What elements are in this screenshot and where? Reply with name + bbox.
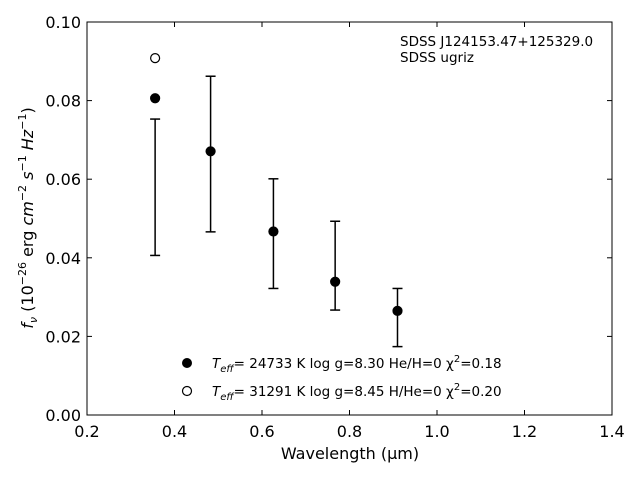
x-axis-label: Wavelength (μm) [281, 444, 419, 463]
model-point-filled [205, 146, 216, 157]
y-axis-ticks: 0.00 0.02 0.04 0.06 0.08 0.10 [45, 13, 612, 425]
x-tick-label: 1.4 [599, 422, 624, 441]
legend-marker-filled [182, 358, 192, 368]
legend: Teff= 24733 K log g=8.30 He/H=0 χ2=0.18 … [181, 354, 502, 403]
x-tick-label: 0.6 [249, 422, 274, 441]
x-tick-label: 0.8 [337, 422, 362, 441]
y-axis-label: fν (10−26 erg cm−2 s−1 Hz−1) [16, 107, 40, 328]
legend-marker-open [181, 385, 193, 397]
survey-annotation: SDSS ugriz [400, 50, 474, 66]
x-axis-ticks: 0.2 0.4 0.6 0.8 1.0 1.2 1.4 [74, 22, 625, 441]
plot-area [86, 21, 613, 416]
x-tick-label: 1.0 [424, 422, 449, 441]
x-tick-label: 0.2 [74, 422, 99, 441]
model-point-filled [268, 226, 279, 237]
y-tick-label: 0.02 [45, 327, 81, 346]
legend-entry-1: Teff= 24733 K log g=8.30 He/H=0 χ2=0.18 [212, 354, 502, 375]
svg-text:fν (10−26 erg cm−2 s−1 Hz−1): fν (10−26 erg cm−2 s−1 Hz−1) [16, 107, 40, 328]
object-name-annotation: SDSS J124153.47+125329.0 [400, 34, 593, 50]
model-point-filled [150, 93, 161, 104]
y-tick-label: 0.10 [45, 13, 81, 32]
data-points [150, 53, 403, 316]
model-point-open [150, 53, 161, 64]
x-tick-label: 1.2 [512, 422, 537, 441]
legend-entry-2: Teff= 31291 K log g=8.45 H/He=0 χ2=0.20 [212, 382, 502, 403]
x-tick-label: 0.4 [162, 422, 187, 441]
model-point-filled [330, 276, 341, 287]
y-tick-label: 0.06 [45, 170, 81, 189]
y-tick-label: 0.00 [45, 406, 81, 425]
model-point-filled [392, 305, 403, 316]
y-tick-label: 0.08 [45, 92, 81, 111]
y-tick-label: 0.04 [45, 249, 81, 268]
